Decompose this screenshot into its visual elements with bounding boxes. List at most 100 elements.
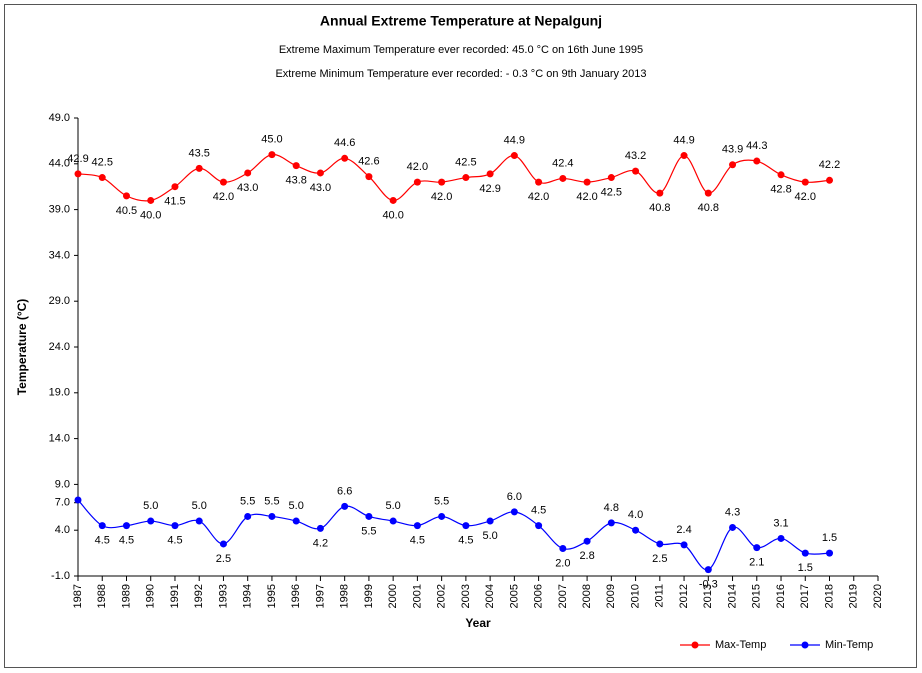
data-label: 43.0 bbox=[310, 182, 331, 194]
data-label: 4.5 bbox=[410, 535, 425, 547]
x-tick-label: 2003 bbox=[460, 584, 472, 608]
x-tick-label: 2012 bbox=[678, 584, 690, 608]
data-label: 2.1 bbox=[749, 557, 764, 569]
y-tick-label: 14.0 bbox=[49, 433, 70, 445]
data-point bbox=[292, 162, 300, 170]
data-point bbox=[729, 523, 737, 531]
data-point bbox=[680, 541, 688, 549]
data-label: 42.9 bbox=[479, 183, 500, 195]
y-tick-label: 9.0 bbox=[55, 478, 70, 490]
data-label: 42.0 bbox=[431, 191, 452, 203]
data-label: 4.8 bbox=[604, 502, 619, 514]
data-label: 42.2 bbox=[819, 159, 840, 171]
x-tick-label: 1998 bbox=[339, 584, 351, 608]
data-label: 43.8 bbox=[285, 175, 306, 187]
data-point bbox=[656, 189, 664, 197]
data-point bbox=[510, 508, 518, 516]
data-label: 2.4 bbox=[676, 524, 691, 536]
data-point bbox=[171, 183, 179, 191]
x-tick-label: 2000 bbox=[387, 584, 399, 608]
x-tick-label: 1995 bbox=[266, 584, 278, 608]
data-point bbox=[535, 178, 543, 186]
data-label: 40.0 bbox=[140, 209, 161, 221]
data-label: 2.5 bbox=[216, 553, 231, 565]
data-label: 5.5 bbox=[264, 495, 279, 507]
data-point bbox=[122, 522, 130, 530]
data-label: 5.5 bbox=[434, 495, 449, 507]
x-tick-label: 2006 bbox=[533, 584, 545, 608]
data-point bbox=[632, 167, 640, 175]
data-point bbox=[244, 169, 252, 177]
frame bbox=[4, 4, 917, 668]
legend-label: Min-Temp bbox=[825, 639, 873, 651]
data-label: 42.5 bbox=[601, 186, 622, 198]
data-label: 3.1 bbox=[773, 517, 788, 529]
data-point bbox=[219, 178, 227, 186]
data-point bbox=[244, 512, 252, 520]
data-label: 43.9 bbox=[722, 144, 743, 156]
y-tick-label: 39.0 bbox=[49, 204, 70, 216]
data-point bbox=[438, 512, 446, 520]
x-tick-label: 2014 bbox=[726, 584, 738, 608]
x-tick-label: 2013 bbox=[702, 584, 714, 608]
data-point bbox=[98, 522, 106, 530]
data-point bbox=[389, 517, 397, 525]
data-point bbox=[729, 161, 737, 169]
data-label: 5.5 bbox=[361, 525, 376, 537]
data-label: 42.5 bbox=[92, 156, 113, 168]
data-point bbox=[510, 152, 518, 160]
data-point bbox=[559, 174, 567, 182]
data-label: 44.9 bbox=[673, 134, 694, 146]
data-point bbox=[777, 171, 785, 179]
data-point bbox=[486, 517, 494, 525]
data-label: 43.0 bbox=[237, 182, 258, 194]
data-point bbox=[801, 178, 809, 186]
data-point bbox=[607, 519, 615, 527]
data-label: 4.0 bbox=[628, 509, 643, 521]
data-label: 42.8 bbox=[770, 184, 791, 196]
x-axis-title: Year bbox=[465, 616, 491, 630]
data-point bbox=[801, 549, 809, 557]
x-tick-label: 2020 bbox=[872, 584, 884, 608]
data-point bbox=[583, 537, 591, 545]
y-axis-title: Temperature (°C) bbox=[15, 299, 29, 396]
x-tick-label: 2002 bbox=[436, 584, 448, 608]
data-label: 2.0 bbox=[555, 557, 570, 569]
x-tick-label: 1996 bbox=[290, 584, 302, 608]
data-point bbox=[656, 540, 664, 548]
y-tick-label: 34.0 bbox=[49, 249, 70, 261]
data-point bbox=[365, 173, 373, 181]
data-point bbox=[438, 178, 446, 186]
data-label: 42.0 bbox=[576, 191, 597, 203]
x-tick-label: 2001 bbox=[411, 584, 423, 608]
data-point bbox=[826, 549, 834, 557]
data-label: 44.3 bbox=[746, 140, 767, 152]
legend-label: Max-Temp bbox=[715, 639, 766, 651]
data-label: 43.5 bbox=[189, 147, 210, 159]
x-tick-label: 2005 bbox=[508, 584, 520, 608]
data-point bbox=[583, 178, 591, 186]
x-tick-label: 2007 bbox=[557, 584, 569, 608]
x-tick-label: 2017 bbox=[799, 584, 811, 608]
data-point bbox=[147, 517, 155, 525]
x-tick-label: 1990 bbox=[145, 584, 157, 608]
data-point bbox=[341, 154, 349, 162]
data-point bbox=[195, 164, 203, 172]
data-point bbox=[826, 176, 834, 184]
x-tick-label: 1994 bbox=[242, 584, 254, 608]
data-point bbox=[680, 152, 688, 160]
data-point bbox=[486, 170, 494, 178]
data-point bbox=[219, 540, 227, 548]
data-label: 42.9 bbox=[67, 153, 88, 165]
data-point bbox=[535, 522, 543, 530]
data-point bbox=[74, 170, 82, 178]
data-label: 42.0 bbox=[528, 191, 549, 203]
x-tick-label: 1993 bbox=[217, 584, 229, 608]
y-tick-label: 19.0 bbox=[49, 387, 70, 399]
data-label: 42.6 bbox=[358, 156, 379, 168]
x-tick-label: 1988 bbox=[96, 584, 108, 608]
y-tick-label: -1.0 bbox=[51, 570, 70, 582]
data-point bbox=[632, 526, 640, 534]
y-tick-label: 29.0 bbox=[49, 295, 70, 307]
legend-marker bbox=[801, 641, 809, 649]
